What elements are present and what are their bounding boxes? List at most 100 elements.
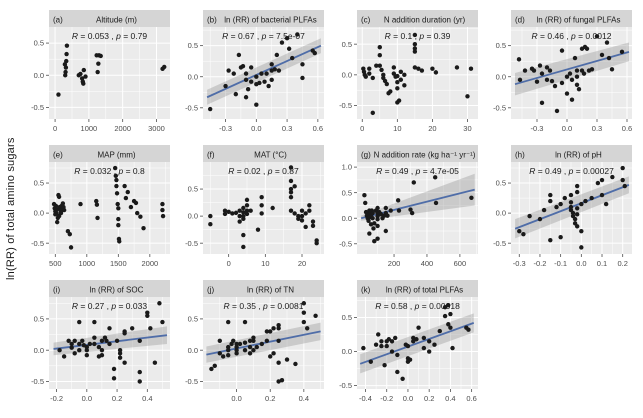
data-point [259, 194, 264, 200]
x-tick-label: 600 [454, 259, 467, 268]
data-point [78, 71, 83, 77]
data-point [579, 201, 584, 207]
data-point [212, 363, 217, 369]
data-point [367, 66, 372, 71]
data-point [619, 49, 625, 55]
title-strip [357, 280, 478, 297]
y-tick-label: 0.5 [34, 39, 44, 48]
data-point [301, 310, 307, 315]
data-point [112, 165, 118, 171]
stats-annotation: R = 0.053 , p = 0.79 [72, 31, 147, 41]
data-point [559, 80, 565, 86]
data-point [81, 81, 86, 86]
data-point [296, 216, 301, 222]
plot-area [357, 27, 478, 119]
y-tick-label: -0.5 [185, 377, 198, 386]
data-point [266, 83, 271, 89]
data-point [517, 228, 522, 234]
panel-title: ln (RR) of SOC [90, 286, 144, 295]
data-point [378, 211, 384, 217]
data-point [583, 198, 588, 204]
y-tick-label: -0.5 [493, 103, 506, 112]
x-tick-label: 0.3 [282, 124, 292, 133]
data-point [276, 360, 281, 365]
data-point [442, 313, 448, 319]
data-point [606, 55, 612, 61]
data-point [251, 338, 256, 344]
y-tick-label: 1.0 [342, 163, 352, 172]
x-tick-label: 0.1 [597, 259, 607, 268]
data-point [87, 341, 93, 347]
data-point [416, 325, 421, 330]
data-point [521, 231, 526, 237]
data-point [368, 359, 373, 364]
data-point [160, 213, 166, 219]
y-tick-label: -0.5 [185, 103, 198, 112]
panel-i: (i) ln (RR) of SOC R = 0.27 , p = 0.033 -0.… [22, 278, 174, 409]
data-point [160, 201, 165, 207]
panel-svg: (a) Altitude (m) R = 0.053 , p = 0.79 0 1000… [31, 10, 170, 133]
data-point [288, 186, 294, 192]
data-point [574, 224, 580, 229]
y-tick-label: -0.5 [31, 239, 44, 248]
data-point [148, 326, 153, 331]
data-point [412, 32, 418, 38]
title-strip [357, 145, 478, 162]
data-point [117, 239, 122, 244]
data-point [527, 213, 532, 219]
data-point [56, 194, 62, 200]
data-point [363, 74, 368, 79]
data-point [115, 201, 120, 207]
data-point [217, 351, 223, 356]
data-point [430, 66, 435, 71]
data-point [222, 211, 228, 217]
data-point [400, 376, 405, 381]
data-point [396, 208, 402, 213]
data-point [379, 339, 384, 344]
data-point [137, 338, 142, 344]
plot-area [203, 162, 324, 254]
data-point [446, 302, 451, 308]
data-point [548, 192, 553, 198]
data-point [274, 52, 280, 58]
y-tick-label: -0.5 [339, 239, 352, 248]
data-point [288, 165, 294, 170]
data-point [381, 72, 386, 78]
panel-title: ln (RR) of TN [247, 286, 294, 295]
data-point [398, 77, 404, 82]
confidence-band [53, 326, 167, 356]
data-point [259, 341, 265, 347]
data-point [383, 228, 389, 234]
panel-b: (b) ln (RR) of bacterial PLFAs R = 0.67 , … [176, 8, 328, 139]
data-point [433, 70, 439, 75]
data-point [549, 78, 555, 84]
data-point [259, 71, 264, 76]
data-point [259, 211, 264, 216]
data-point [448, 325, 453, 330]
data-point [375, 223, 380, 229]
x-tick-label: 0.6 [313, 124, 323, 133]
panel-svg: (k) ln (RR) of total PLFAs R = 0.58 , p = … [339, 280, 478, 403]
y-tick-label: 0.0 [342, 347, 352, 356]
y-tick-label: 0.5 [188, 185, 198, 194]
x-tick-label: 0.2 [265, 394, 275, 403]
data-point [373, 342, 379, 347]
title-strip [203, 145, 324, 162]
data-point [233, 91, 239, 97]
regression-line [359, 322, 475, 365]
data-point [558, 201, 563, 207]
data-point [247, 338, 253, 344]
panel-svg: (b) ln (RR) of bacterial PLFAs R = 0.67 , … [185, 10, 324, 133]
data-point [248, 208, 253, 213]
data-point [579, 245, 584, 250]
data-point [251, 347, 256, 353]
x-tick-label: 400 [421, 259, 434, 268]
data-point [620, 165, 625, 171]
data-point [469, 195, 474, 200]
data-point [234, 351, 239, 356]
data-point [122, 360, 127, 365]
data-point [117, 355, 123, 360]
data-point [370, 110, 375, 116]
data-point [276, 68, 282, 73]
data-point [64, 51, 69, 57]
